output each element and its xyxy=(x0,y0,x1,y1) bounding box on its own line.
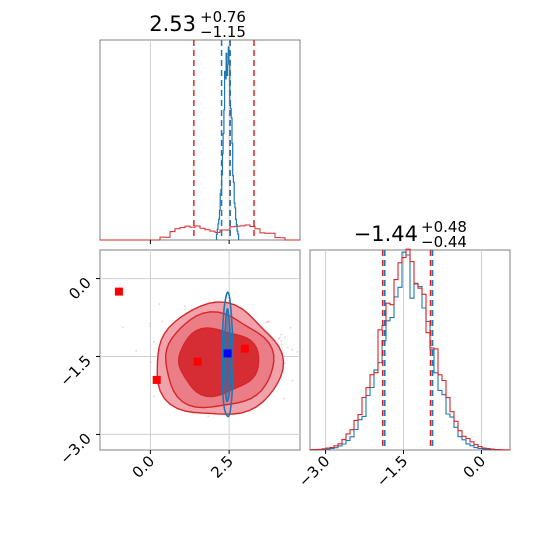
hist-p1-gridlines xyxy=(149,40,230,240)
hist-p1-blue-series xyxy=(215,46,240,240)
scatter-point xyxy=(161,320,164,323)
scatter-point xyxy=(158,303,161,305)
hist-p1-red-series xyxy=(100,224,300,241)
scatter-point xyxy=(207,415,210,418)
title-p1-minus: −1.15 xyxy=(200,23,246,41)
scatter-point xyxy=(149,325,151,327)
hist-p2-x-tick-label: −3.0 xyxy=(295,452,333,490)
scatter-point xyxy=(289,326,292,329)
scatter-frame xyxy=(99,249,301,451)
scatter-point xyxy=(267,321,269,323)
scatter-point xyxy=(268,320,271,323)
red-square-marker xyxy=(240,344,249,353)
hist-panel-p1: 2.53 +0.76 −1.15 xyxy=(99,8,301,244)
hist-p2-x-tick-label: −1.5 xyxy=(373,452,411,490)
title-p2-value: −1.44 xyxy=(354,222,418,246)
scatter-point xyxy=(152,395,155,398)
hist-p2-x-tick-label: 0.0 xyxy=(460,452,490,482)
scatter-point xyxy=(283,397,285,400)
hist-p2-red-series xyxy=(309,248,511,451)
scatter-x-tick-label: 0.0 xyxy=(129,452,159,482)
scatter-point xyxy=(122,326,124,329)
scatter-point xyxy=(135,350,138,352)
red-square-marker xyxy=(114,287,123,296)
title-p1-value: 2.53 xyxy=(149,12,196,36)
scatter-point xyxy=(280,333,283,336)
scatter-point xyxy=(287,346,289,348)
scatter-y-tick-label: −3.0 xyxy=(56,430,94,468)
hist-p1-tick-marks xyxy=(149,240,230,244)
hist-panel-p2: −3.0 −1.5 0.0 −1.44 +0.48 −0.44 xyxy=(295,218,511,491)
hist-p2-series xyxy=(309,248,511,451)
scatter-point xyxy=(149,322,152,325)
hist-p1-series xyxy=(100,40,300,241)
scatter-point xyxy=(149,361,152,364)
scatter-point xyxy=(296,350,299,353)
hist-p1-frame xyxy=(99,39,301,241)
hist-p2-gridlines xyxy=(325,250,482,450)
blue-contour-outer xyxy=(221,291,234,418)
hist-p2-title: −1.44 +0.48 −0.44 xyxy=(354,218,467,251)
hist-p2-ticks: −3.0 −1.5 0.0 xyxy=(295,450,489,491)
scatter-point xyxy=(184,305,186,308)
scatter-point xyxy=(291,348,293,351)
scatter-panel: 0.0 2.5 −3.0 −1.5 0.0 xyxy=(56,249,301,482)
scatter-point xyxy=(184,307,187,310)
scatter-y-tick-label: 0.0 xyxy=(65,274,95,304)
red-square-marker xyxy=(193,357,202,366)
title-p2-plus: +0.48 xyxy=(421,218,467,236)
scatter-point xyxy=(284,362,286,365)
title-p2-minus: −0.44 xyxy=(421,233,467,251)
blue-square-marker xyxy=(223,349,232,358)
hist-p1-title: 2.53 +0.76 −1.15 xyxy=(149,8,246,41)
scatter-point xyxy=(280,343,283,346)
scatter-point xyxy=(152,340,155,343)
scatter-y-tick-label: −1.5 xyxy=(56,352,94,390)
scatter-point xyxy=(280,340,283,342)
title-p1-plus: +0.76 xyxy=(200,8,246,26)
scatter-point xyxy=(279,336,281,339)
scatter-point xyxy=(291,379,294,382)
scatter-x-tick-label: 2.5 xyxy=(207,452,237,482)
red-square-marker xyxy=(152,375,161,384)
scatter-point xyxy=(284,336,287,339)
red-contours xyxy=(156,301,285,415)
scatter-markers xyxy=(114,287,249,384)
red-contour-inner xyxy=(177,327,260,398)
hist-p2-blue-series xyxy=(309,251,510,451)
